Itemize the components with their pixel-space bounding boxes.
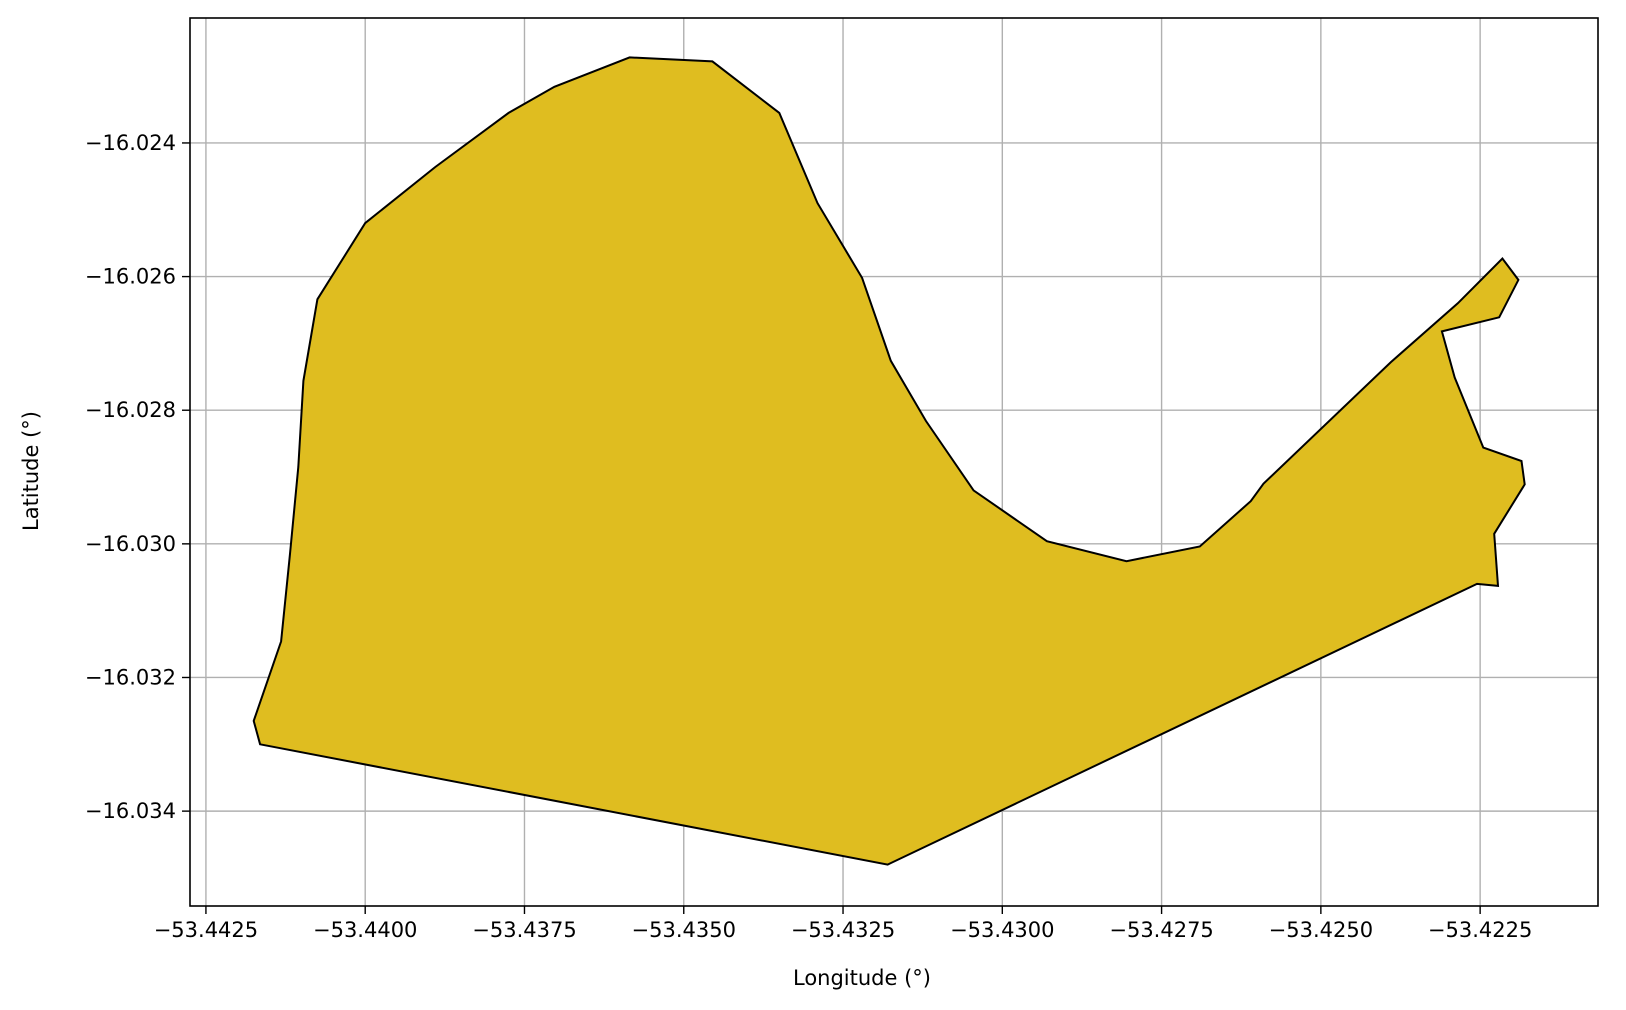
x-tick-label: −53.4300 <box>950 918 1054 942</box>
y-axis-label: Latitude (°) <box>19 411 43 531</box>
axes: −53.4425 −53.4400 −53.4375 −53.4350 −53.4325… <box>85 17 1599 942</box>
x-tick-label: −53.4275 <box>1109 918 1213 942</box>
x-tick-label: −53.4400 <box>313 918 417 942</box>
plot-frame <box>189 17 1599 907</box>
x-tick-label: −53.4225 <box>1428 918 1532 942</box>
y-tick-label: −16.028 <box>85 398 176 422</box>
y-tick-label: −16.032 <box>85 665 176 689</box>
y-tick-label: −16.030 <box>85 532 176 556</box>
x-tick-label: −53.4375 <box>472 918 576 942</box>
x-tick-label: −53.4350 <box>632 918 736 942</box>
y-tick-label: −16.024 <box>85 131 176 155</box>
x-tick-label: −53.4250 <box>1269 918 1373 942</box>
x-tick-label: −53.4325 <box>791 918 895 942</box>
x-tick-label: −53.4425 <box>154 918 258 942</box>
y-tick-label: −16.026 <box>85 265 176 289</box>
area-polygon <box>252 56 1526 866</box>
plot-area <box>252 56 1526 866</box>
axis-labels: Longitude (°) Latitude (°) <box>19 411 931 990</box>
y-tick-label: −16.034 <box>85 799 176 823</box>
x-axis-label: Longitude (°) <box>793 966 931 990</box>
